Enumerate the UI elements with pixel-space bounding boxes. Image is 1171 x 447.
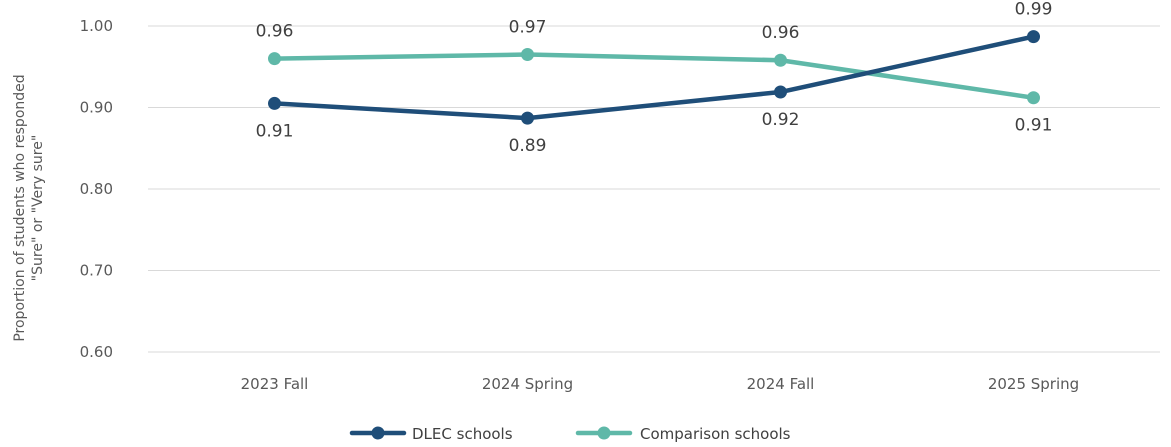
data-point	[521, 111, 534, 125]
data-label: 0.97	[509, 18, 547, 38]
x-tick-label: 2024 Fall	[747, 375, 815, 393]
series-line	[272, 34, 1036, 121]
series-lines	[268, 30, 1040, 125]
y-axis-title-line-2: "Sure" or "Very sure"	[30, 135, 46, 282]
y-tick-label: 0.90	[80, 99, 113, 117]
legend-label: DLEC schools	[412, 425, 513, 443]
data-point	[521, 48, 534, 62]
data-point	[774, 85, 787, 99]
y-axis-title-line-1: Proportion of students who responded	[12, 74, 28, 341]
series-line	[272, 52, 1036, 100]
x-tick-label: 2024 Spring	[482, 375, 573, 393]
x-tick-label: 2025 Spring	[988, 375, 1079, 393]
data-point	[268, 52, 281, 66]
legend: DLEC schools Comparison schools	[349, 425, 791, 443]
data-labels: 0.91 0.89 0.92 0.99 0.96 0.97 0.96 0.91	[256, 0, 1053, 156]
legend-item: Comparison schools	[575, 425, 791, 443]
data-label: 0.96	[762, 23, 800, 43]
data-label: 0.96	[256, 22, 294, 42]
data-label: 0.89	[509, 136, 547, 156]
data-point	[1027, 91, 1040, 105]
y-tick-label: 0.60	[80, 343, 113, 361]
data-point	[268, 96, 281, 110]
legend-swatch-marker	[371, 426, 385, 440]
data-label: 0.91	[256, 121, 294, 141]
legend-swatch-marker	[597, 426, 611, 440]
y-axis-title: Proportion of students who responded "Su…	[12, 74, 46, 341]
legend-item: DLEC schools	[349, 425, 513, 443]
y-tick-label: 1.00	[80, 17, 113, 35]
y-tick-label: 0.70	[80, 262, 113, 280]
data-label: 0.92	[762, 110, 800, 130]
gridlines	[148, 25, 1160, 353]
data-point	[774, 53, 787, 67]
x-axis-tick-labels: 2023 Fall 2024 Spring 2024 Fall 2025 Spring	[241, 375, 1080, 393]
data-label: 0.99	[1015, 0, 1053, 20]
data-label: 0.91	[1015, 116, 1053, 136]
y-axis-tick-labels: 0.60 0.70 0.80 0.90 1.00	[80, 17, 113, 361]
x-tick-label: 2023 Fall	[241, 375, 309, 393]
legend-label: Comparison schools	[640, 425, 791, 443]
y-tick-label: 0.80	[80, 180, 113, 198]
data-point	[1027, 30, 1040, 44]
